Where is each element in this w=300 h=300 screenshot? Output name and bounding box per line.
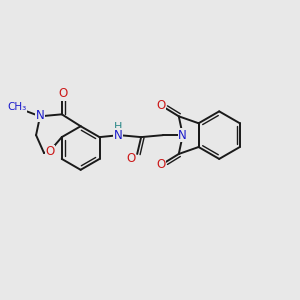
Text: CH₃: CH₃ bbox=[8, 102, 27, 112]
Text: O: O bbox=[58, 87, 68, 100]
Text: O: O bbox=[156, 99, 166, 112]
Text: N: N bbox=[36, 109, 44, 122]
Text: N: N bbox=[114, 129, 123, 142]
Text: N: N bbox=[178, 129, 187, 142]
Text: H: H bbox=[114, 122, 122, 132]
Text: O: O bbox=[127, 152, 136, 165]
Text: O: O bbox=[45, 146, 55, 158]
Text: O: O bbox=[156, 158, 166, 171]
